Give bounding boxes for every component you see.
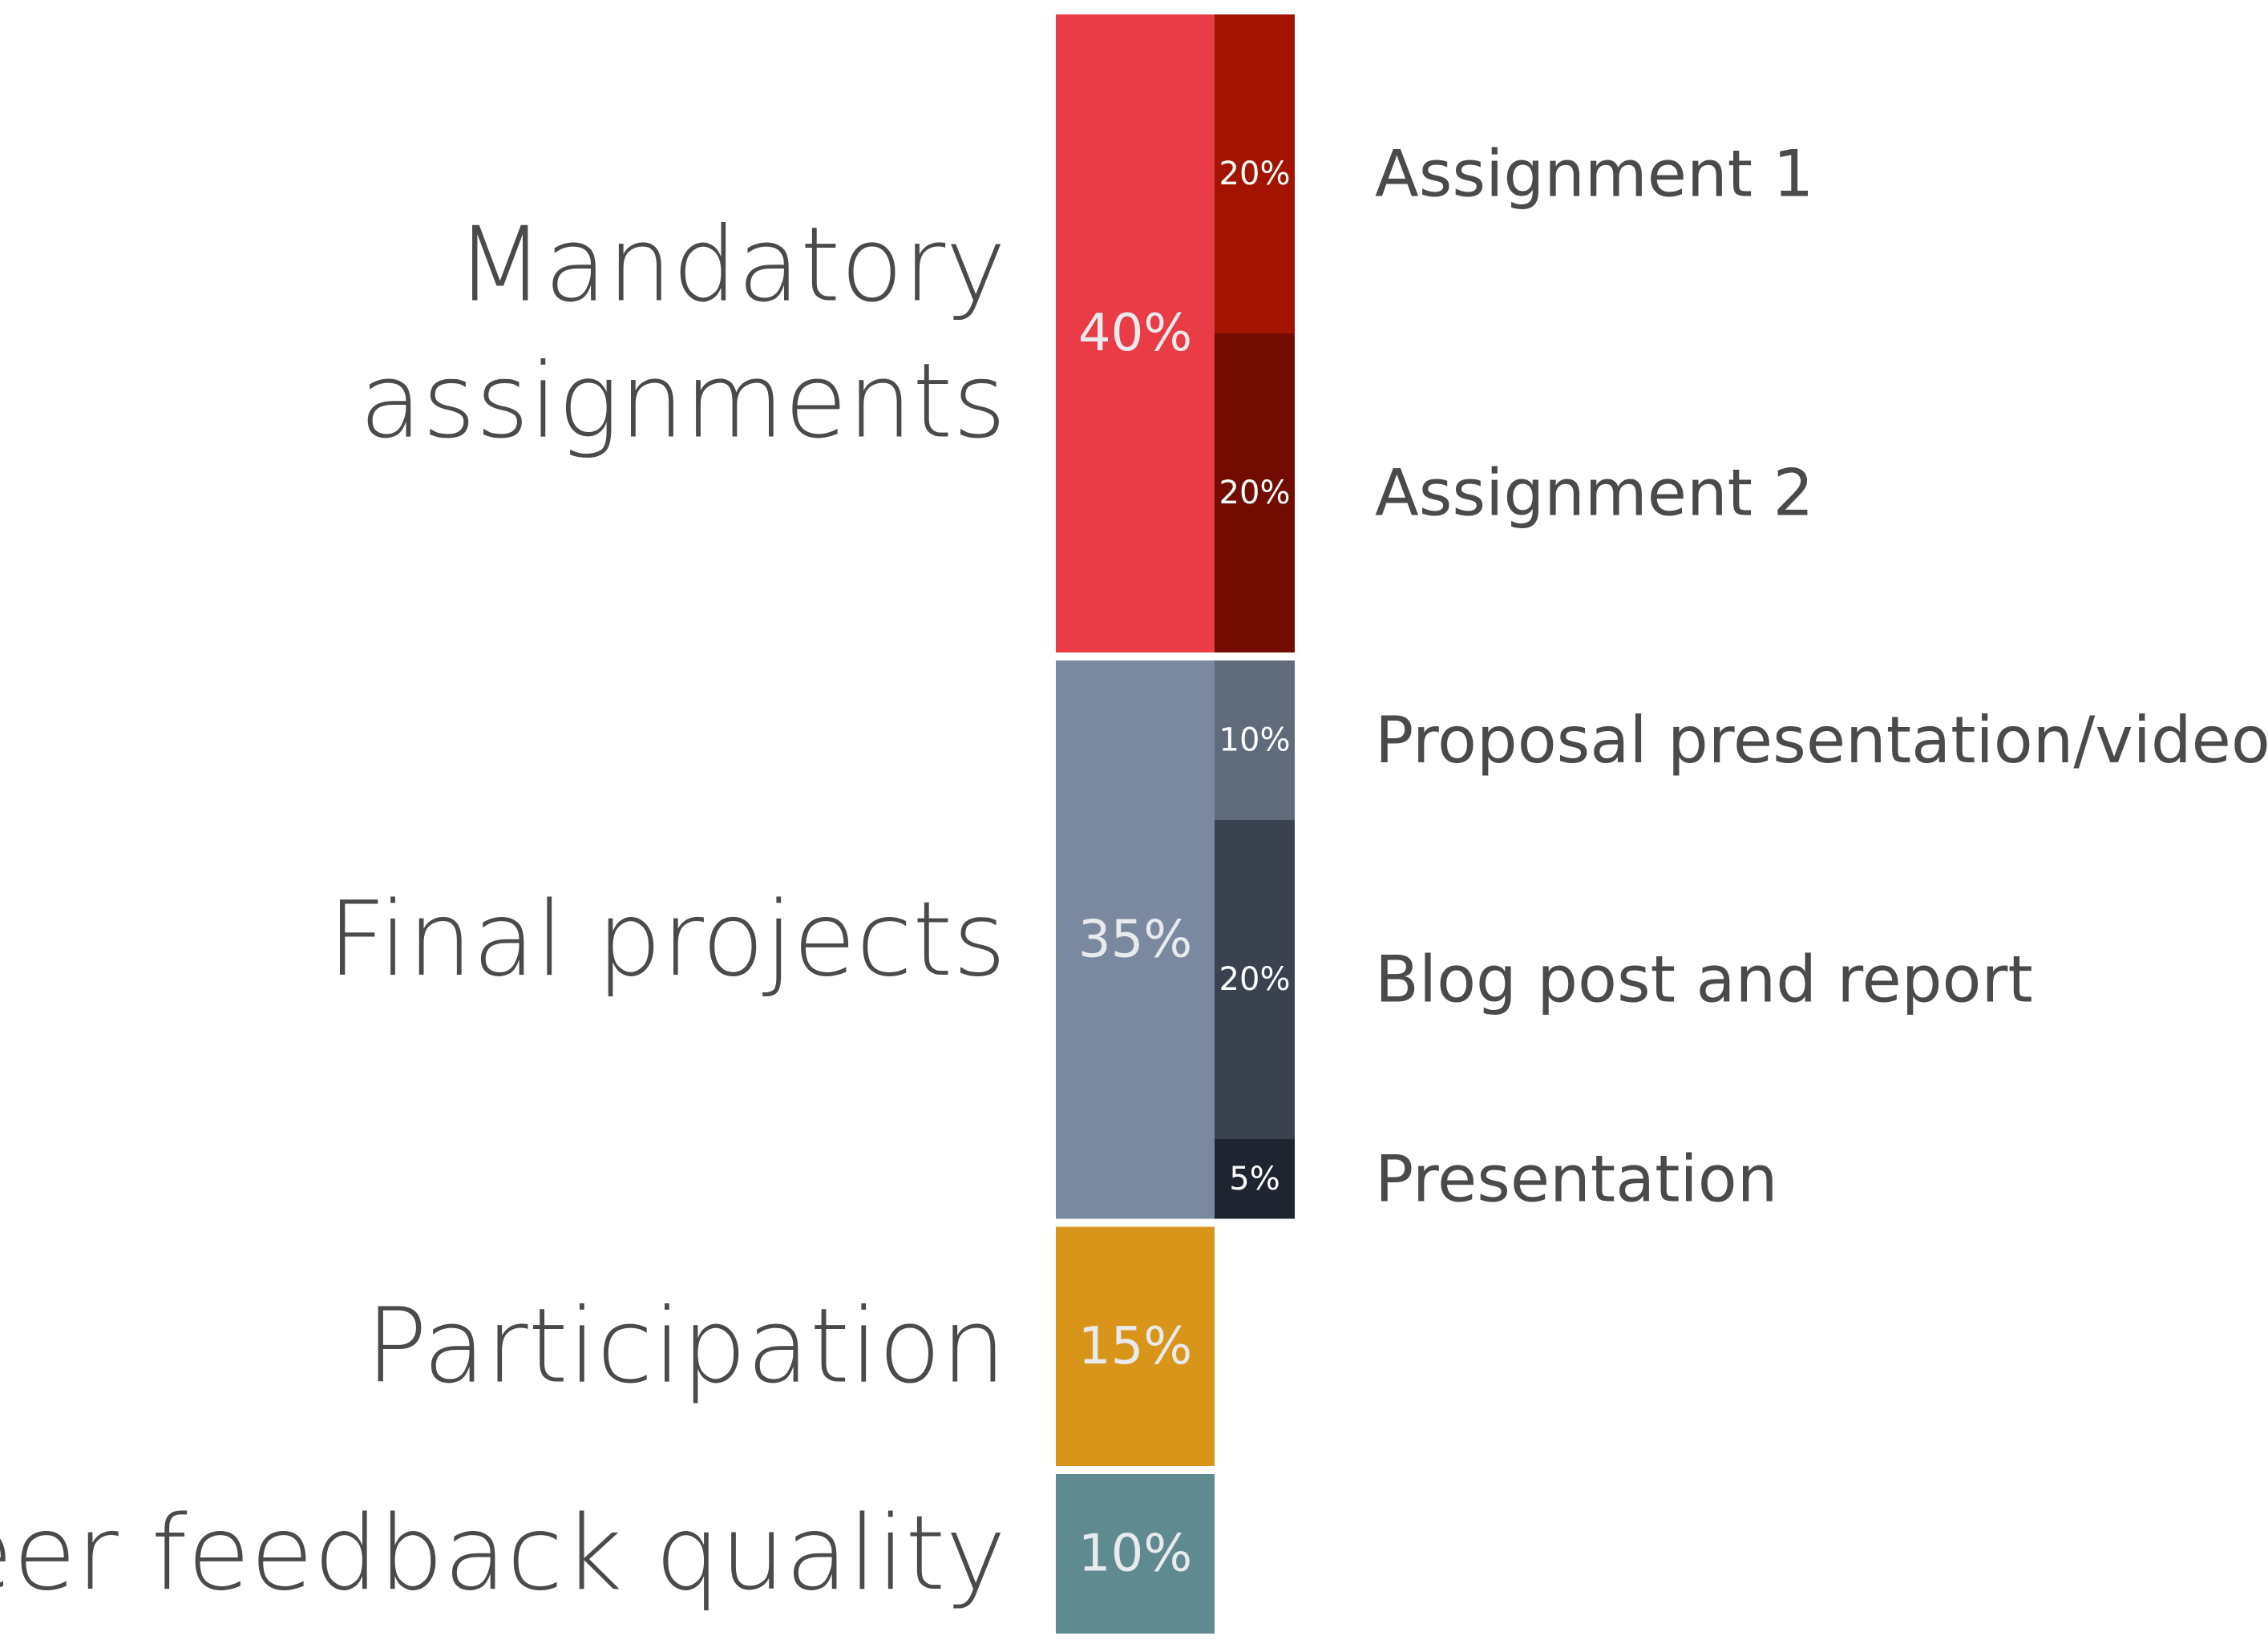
bar-final-projects — [1056, 660, 1215, 1219]
category-group-mandatory-assignments: 40% Mandatory assignments 20% Assignment 1 20… — [359, 14, 1813, 652]
sub-value-label-presentation: 5% — [1229, 1161, 1280, 1198]
sub-label-assignment-1: Assignment 1 — [1375, 137, 1813, 212]
sub-value-label-blog-post-and-report: 20% — [1219, 961, 1291, 998]
bar-participation — [1056, 1226, 1215, 1466]
sub-value-label-assignment-2: 20% — [1219, 475, 1291, 511]
value-label-participation: 15% — [1078, 1317, 1192, 1376]
category-label-mandatory-assignments-line-2: assignments — [359, 342, 1006, 462]
sub-bar-proposal-presentation-video — [1215, 660, 1295, 820]
sub-label-assignment-2: Assignment 2 — [1375, 456, 1813, 531]
sub-bar-assignment-1 — [1215, 14, 1295, 333]
category-label-peer-feedback-quality: Peer feedback quality — [0, 1494, 1006, 1614]
category-group-peer-feedback-quality: 10% Peer feedback quality — [0, 1474, 1215, 1634]
sub-label-blog-post-and-report: Blog post and report — [1375, 943, 2033, 1017]
bar-peer-feedback-quality — [1056, 1474, 1215, 1634]
sub-value-label-proposal-presentation-video: 10% — [1219, 722, 1291, 759]
sub-bar-blog-post-and-report — [1215, 820, 1295, 1139]
category-group-final-projects: 35% Final projects 10% Proposal presentatio… — [327, 660, 2268, 1219]
category-label-mandatory-assignments-line-1: Mandatory — [455, 206, 1006, 325]
sub-bar-presentation — [1215, 1139, 1295, 1219]
value-label-peer-feedback-quality: 10% — [1078, 1525, 1192, 1584]
sub-label-proposal-presentation-video: Proposal presentation/video — [1375, 703, 2268, 778]
value-label-final-projects: 35% — [1078, 910, 1192, 969]
category-label-participation: Participation — [366, 1287, 1006, 1406]
value-label-mandatory-assignments: 40% — [1078, 304, 1192, 363]
bar-mandatory-assignments — [1056, 14, 1215, 652]
category-label-final-projects: Final projects — [327, 880, 1006, 1000]
category-group-participation: 15% Participation — [366, 1226, 1215, 1466]
sub-value-label-assignment-1: 20% — [1219, 156, 1291, 192]
sub-bar-assignment-2 — [1215, 333, 1295, 652]
sub-label-presentation: Presentation — [1375, 1141, 1777, 1216]
